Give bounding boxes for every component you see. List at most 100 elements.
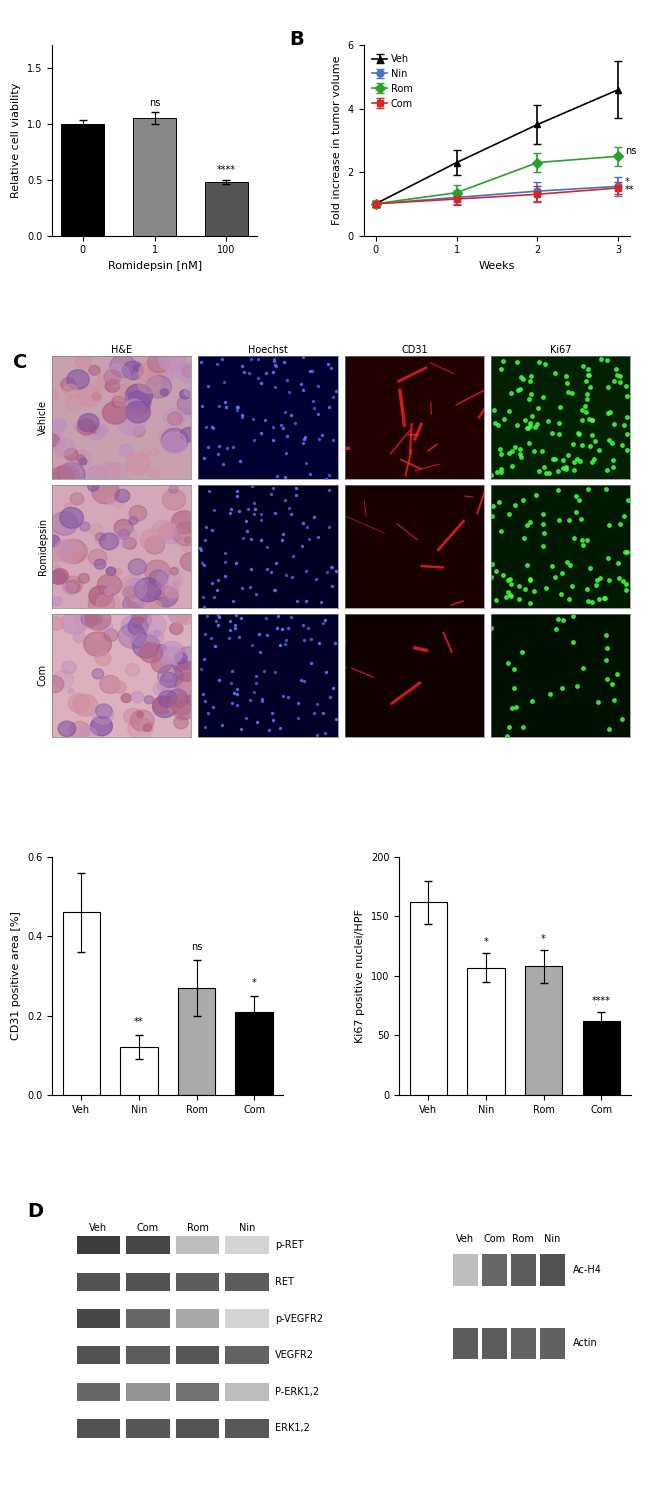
Y-axis label: Vehicle: Vehicle [38,399,48,436]
Circle shape [130,710,154,731]
Circle shape [63,384,77,396]
Circle shape [171,512,188,527]
Circle shape [77,419,95,436]
Circle shape [143,615,166,636]
Circle shape [105,463,128,484]
Circle shape [155,586,178,607]
Circle shape [123,538,136,549]
Circle shape [170,695,193,714]
Bar [510,1328,536,1359]
Bar [77,1346,120,1364]
Title: CD31: CD31 [401,345,428,356]
Circle shape [158,690,177,707]
Circle shape [66,580,80,592]
Circle shape [169,705,177,711]
Text: *: * [252,978,257,987]
Circle shape [96,594,121,615]
Bar [540,1254,565,1285]
Circle shape [173,523,200,546]
Circle shape [119,445,133,457]
Text: **: ** [625,184,634,194]
Circle shape [124,399,144,417]
Circle shape [112,526,136,547]
Bar [582,1022,620,1094]
Circle shape [92,479,120,503]
Circle shape [83,609,103,628]
Text: ERK1,2: ERK1,2 [275,1424,310,1433]
Circle shape [174,716,188,729]
Circle shape [144,600,162,615]
Circle shape [136,595,148,606]
Bar [235,1011,273,1094]
Circle shape [75,354,91,369]
Title: Hoechst: Hoechst [248,345,288,356]
Circle shape [52,597,62,606]
Circle shape [124,392,151,414]
Circle shape [105,365,130,387]
Circle shape [106,567,116,576]
Circle shape [75,615,92,630]
Circle shape [154,631,161,636]
Circle shape [123,586,137,598]
Text: **: ** [134,1017,144,1028]
Circle shape [161,428,188,452]
Circle shape [143,722,153,731]
Circle shape [150,597,170,613]
Bar [77,1420,120,1438]
Bar [126,1273,170,1291]
Circle shape [73,552,83,562]
Circle shape [46,543,68,562]
Circle shape [152,520,176,541]
Text: B: B [289,30,304,50]
Circle shape [50,570,66,585]
Circle shape [125,452,150,475]
Circle shape [53,671,73,689]
Circle shape [176,363,200,383]
Circle shape [164,647,182,663]
Circle shape [166,586,179,598]
Text: Veh: Veh [456,1234,474,1243]
Circle shape [139,360,166,384]
Y-axis label: Romidepsin: Romidepsin [38,517,48,574]
X-axis label: Romidepsin [nM]: Romidepsin [nM] [108,261,202,271]
Y-axis label: Com: Com [38,665,48,686]
Circle shape [179,390,190,399]
Bar [126,1236,170,1254]
Circle shape [157,645,167,653]
Circle shape [89,365,100,375]
Circle shape [112,396,125,408]
Text: Nin: Nin [544,1234,560,1243]
Circle shape [176,607,196,624]
Bar [61,124,105,235]
Bar [176,1310,219,1328]
Text: Com: Com [483,1234,505,1243]
Bar [205,182,248,235]
Circle shape [122,362,144,380]
Circle shape [147,577,169,597]
Circle shape [128,618,148,636]
Circle shape [151,656,172,672]
Bar [510,1254,536,1285]
Circle shape [62,576,83,594]
Circle shape [136,407,149,417]
Circle shape [55,540,83,564]
Circle shape [133,426,145,437]
Circle shape [54,420,66,431]
Circle shape [78,413,99,433]
Circle shape [87,423,106,440]
Circle shape [174,707,189,720]
Circle shape [112,681,127,693]
Text: P-ERK1,2: P-ERK1,2 [275,1386,319,1397]
Circle shape [164,354,183,371]
Circle shape [137,711,144,717]
Bar [176,1382,219,1402]
Bar [77,1236,120,1254]
Circle shape [176,672,202,696]
Circle shape [114,520,133,536]
Text: Rom: Rom [187,1224,209,1233]
Circle shape [115,500,124,508]
Circle shape [175,653,187,663]
Circle shape [105,588,112,595]
Circle shape [148,630,164,645]
Circle shape [140,643,162,663]
